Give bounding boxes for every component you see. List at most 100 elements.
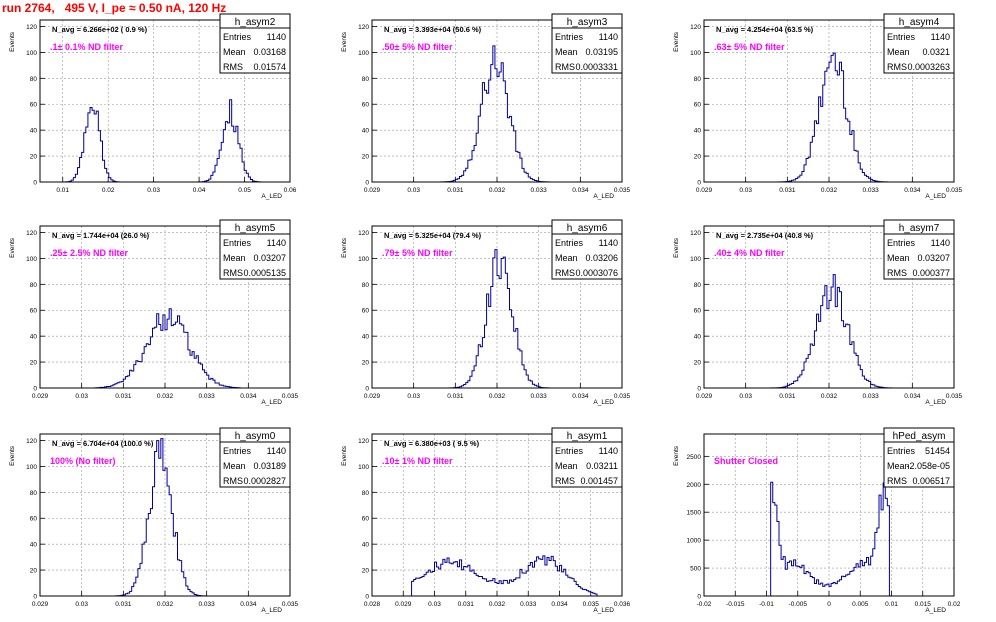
x-tick-label: 0.035 xyxy=(614,393,631,400)
y-tick-label: 100 xyxy=(690,256,701,263)
y-tick-label: 0 xyxy=(365,386,369,393)
x-axis-title: A_LED xyxy=(261,399,282,406)
stats-key: RMS xyxy=(555,476,575,486)
histogram-name: h_asym7 xyxy=(899,223,940,234)
x-tick-label: 0.029 xyxy=(696,393,713,400)
y-tick-label: 120 xyxy=(358,230,369,237)
x-tick-label: 0.031 xyxy=(779,187,796,194)
y-axis-title: Events xyxy=(341,445,348,466)
stats-value: 0.03189 xyxy=(253,461,286,471)
x-tick-label: 0.033 xyxy=(863,393,880,400)
stats-key: RMS xyxy=(223,268,243,278)
stats-box xyxy=(551,427,623,488)
y-tick-label: 2000 xyxy=(687,482,702,489)
stats-value: 1140 xyxy=(599,446,618,456)
y-axis-title: Events xyxy=(673,445,680,466)
x-tick-label: 0.01 xyxy=(885,601,898,608)
histogram-name: h_asym6 xyxy=(567,223,608,234)
x-axis-title: A_LED xyxy=(925,607,946,614)
stats-box xyxy=(883,427,955,488)
y-tick-label: 20 xyxy=(30,154,38,161)
stats-value: 0.0003331 xyxy=(575,62,618,72)
x-axis-title: A_LED xyxy=(925,399,946,406)
x-axis-title: A_LED xyxy=(261,193,282,200)
x-tick-label: 0.033 xyxy=(199,393,216,400)
y-tick-label: 0 xyxy=(697,180,701,187)
stats-value: 0.03195 xyxy=(585,47,618,57)
navg-label: N_avg = 4.254e+04 (63.5 %) xyxy=(716,25,814,34)
x-tick-label: 0.031 xyxy=(458,601,475,608)
x-tick-label: 0.035 xyxy=(946,187,963,194)
x-tick-label: 0.03 xyxy=(407,393,420,400)
y-tick-label: 80 xyxy=(30,76,38,83)
y-tick-label: 0 xyxy=(697,594,701,601)
y-tick-label: 120 xyxy=(358,24,369,31)
x-tick-label: 0.035 xyxy=(583,601,600,608)
y-tick-label: 80 xyxy=(362,282,370,289)
x-tick-label: 0.033 xyxy=(863,187,880,194)
stats-box xyxy=(551,13,623,74)
y-tick-label: 120 xyxy=(26,24,37,31)
histogram-line xyxy=(40,308,290,389)
stats-value: -2.058e-05 xyxy=(906,461,950,471)
stats-key: Mean xyxy=(555,461,578,471)
stats-value: 1140 xyxy=(267,446,286,456)
x-tick-label: 0.031 xyxy=(447,393,464,400)
stats-box xyxy=(883,13,955,74)
x-tick-label: -0.02 xyxy=(697,601,712,608)
x-tick-label: 0.029 xyxy=(364,187,381,194)
y-tick-label: 40 xyxy=(30,542,38,549)
navg-label: N_avg = 3.393e+04 (50.6 %) xyxy=(384,25,482,34)
y-tick-label: 40 xyxy=(694,334,702,341)
y-tick-label: 40 xyxy=(694,128,702,135)
plot-frame xyxy=(703,433,955,597)
x-tick-label: 0.029 xyxy=(32,393,49,400)
x-tick-label: 0 xyxy=(827,601,831,608)
y-tick-label: 60 xyxy=(362,516,370,523)
plot-frame xyxy=(39,225,291,389)
y-axis-title: Events xyxy=(341,31,348,52)
x-tick-label: 0.02 xyxy=(102,187,115,194)
stats-key: RMS xyxy=(887,62,907,72)
stats-key: RMS xyxy=(887,268,907,278)
x-tick-label: 0.03 xyxy=(407,187,420,194)
stats-value: 0.001457 xyxy=(580,476,618,486)
histogram-pad-hPed_asym: -0.02 -0.015 -0.01 -0.005 0 0.005 0.01 0.015 0.0… xyxy=(673,427,961,614)
filter-label: .40± 4% ND filter xyxy=(714,248,785,258)
x-tick-label: 0.05 xyxy=(238,187,251,194)
stats-value: 0.000377 xyxy=(912,268,950,278)
y-tick-label: 120 xyxy=(690,230,701,237)
y-tick-label: 40 xyxy=(362,542,370,549)
x-tick-label: 0.033 xyxy=(531,187,548,194)
x-tick-label: 0.06 xyxy=(284,187,297,194)
stats-key: Entries xyxy=(555,32,584,42)
y-tick-label: 80 xyxy=(362,490,370,497)
histogram-name: h_asym0 xyxy=(235,431,276,442)
y-tick-label: 0 xyxy=(365,594,369,601)
stats-key: RMS xyxy=(555,268,575,278)
stats-value: 0.03206 xyxy=(585,253,618,263)
filter-label: .50± 5% ND filter xyxy=(382,42,453,52)
x-tick-label: 0.032 xyxy=(489,393,506,400)
x-tick-label: -0.005 xyxy=(789,601,808,608)
x-tick-label: 0.03 xyxy=(739,187,752,194)
stats-value: 0.03168 xyxy=(253,47,286,57)
x-tick-label: 0.036 xyxy=(614,601,631,608)
stats-key: Entries xyxy=(887,238,916,248)
y-tick-label: 20 xyxy=(694,360,702,367)
y-tick-label: 2500 xyxy=(687,454,702,461)
y-tick-label: 100 xyxy=(358,464,369,471)
histogram-name: h_asym4 xyxy=(899,17,940,28)
filter-label: .10± 1% ND filter xyxy=(382,456,453,466)
stats-key: Mean xyxy=(555,47,578,57)
histogram-pad-h_asym2: 0.01 0.02 0.03 0.04 0.05 0.06 0 20 40 60 80 100 120 A… xyxy=(9,13,297,200)
y-tick-label: 120 xyxy=(26,230,37,237)
y-tick-label: 60 xyxy=(694,308,702,315)
y-axis-title: Events xyxy=(9,31,16,52)
x-axis-title: A_LED xyxy=(261,607,282,614)
x-tick-label: 0.035 xyxy=(282,393,299,400)
stats-key: Mean xyxy=(555,253,578,263)
stats-key: Entries xyxy=(887,32,916,42)
stats-value: 0.0321 xyxy=(922,47,950,57)
